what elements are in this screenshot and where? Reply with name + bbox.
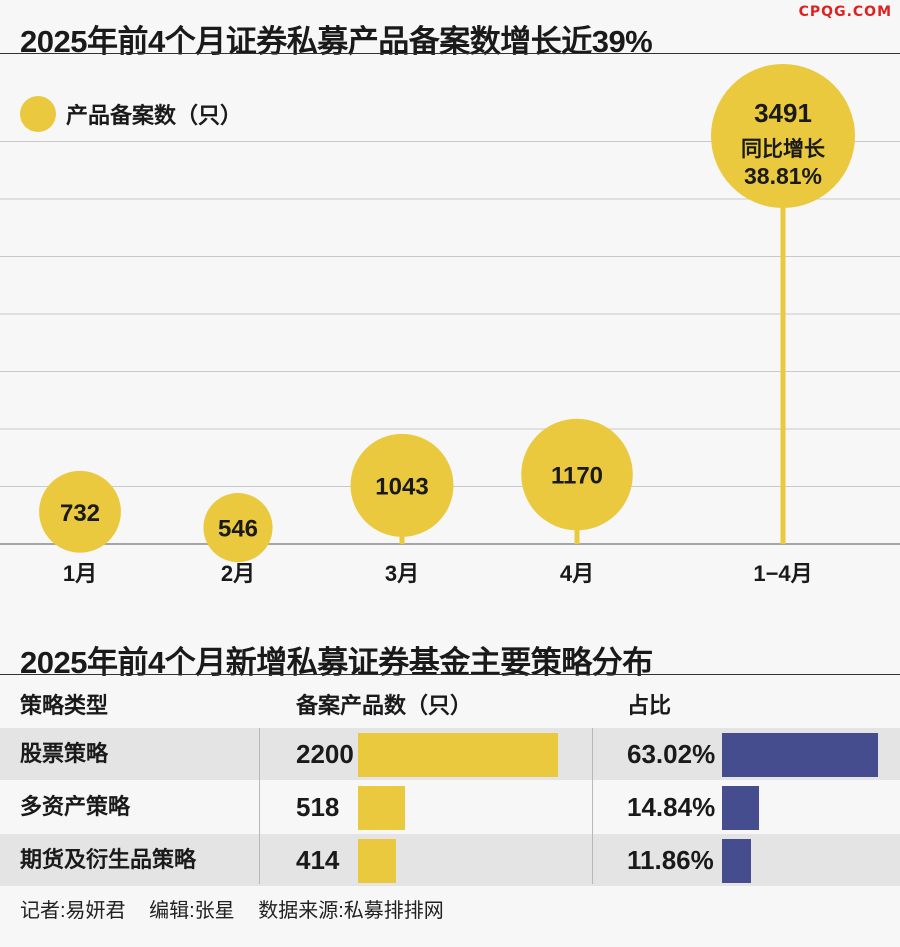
strategy-name: 股票策略 [20,741,109,766]
data-label: 732 [60,500,100,527]
data-bubble [350,433,454,537]
legend-label: 产品备案数（只） [66,103,243,128]
strategy-name: 期货及衍生品策略 [20,847,197,872]
column-divider [592,728,593,884]
header-strategy: 策略类型 [20,693,109,718]
data-label: 1043 [375,473,428,500]
count-value: 414 [296,845,340,875]
legend: 产品备案数（只） [20,96,242,132]
strategy-name: 多资产策略 [20,794,131,819]
credit-source: 数据来源:私募排排网 [258,900,444,922]
data-label: 1170 [551,463,603,490]
count-bar [358,839,396,883]
annotation-label: 同比增长 [741,137,826,161]
legend-swatch [20,96,56,132]
table-rule [0,674,900,675]
annotation-value: 38.81% [744,163,822,189]
share-bar [722,839,752,883]
credits: 记者:易妍君 编辑:张星 数据来源:私募排排网 [20,894,462,923]
share-bar [722,786,759,830]
data-label: 3491 [754,98,812,128]
share-value: 63.02% [627,739,716,769]
data-bubble [39,470,121,553]
x-tick-label: 2月 [221,561,255,586]
share-value: 11.86% [627,845,714,875]
data-label: 546 [218,516,258,543]
x-tick-label: 3月 [385,561,419,586]
table-row: 期货及衍生品策略 414 11.86% [0,834,900,886]
header-share: 占比 [627,693,672,718]
count-value: 518 [296,792,340,822]
title-rule [0,53,900,54]
data-bubble [521,418,633,531]
share-value: 14.84% [627,792,716,822]
credit-editor: 编辑:张星 [149,900,235,922]
count-bar [358,733,558,777]
credit-reporter: 记者:易妍君 [20,900,126,922]
header-count: 备案产品数（只） [296,693,473,718]
count-value: 2200 [296,739,354,769]
x-tick-label: 4月 [560,561,594,586]
column-divider [259,728,260,884]
table-title: 2025年前4个月新增私募证券基金主要策略分布 [20,645,653,680]
count-bar [358,786,406,830]
x-tick-label: 1月 [63,561,97,586]
data-bubble [203,493,273,563]
x-tick-label: 1−4月 [753,561,812,586]
cpqg-logo: CPQG.COM [798,4,892,20]
table-row: 股票策略 2200 63.02% [0,728,900,780]
table-row: 多资产策略 518 14.84% [0,781,900,833]
data-bubble [711,64,855,208]
share-bar [722,733,878,777]
